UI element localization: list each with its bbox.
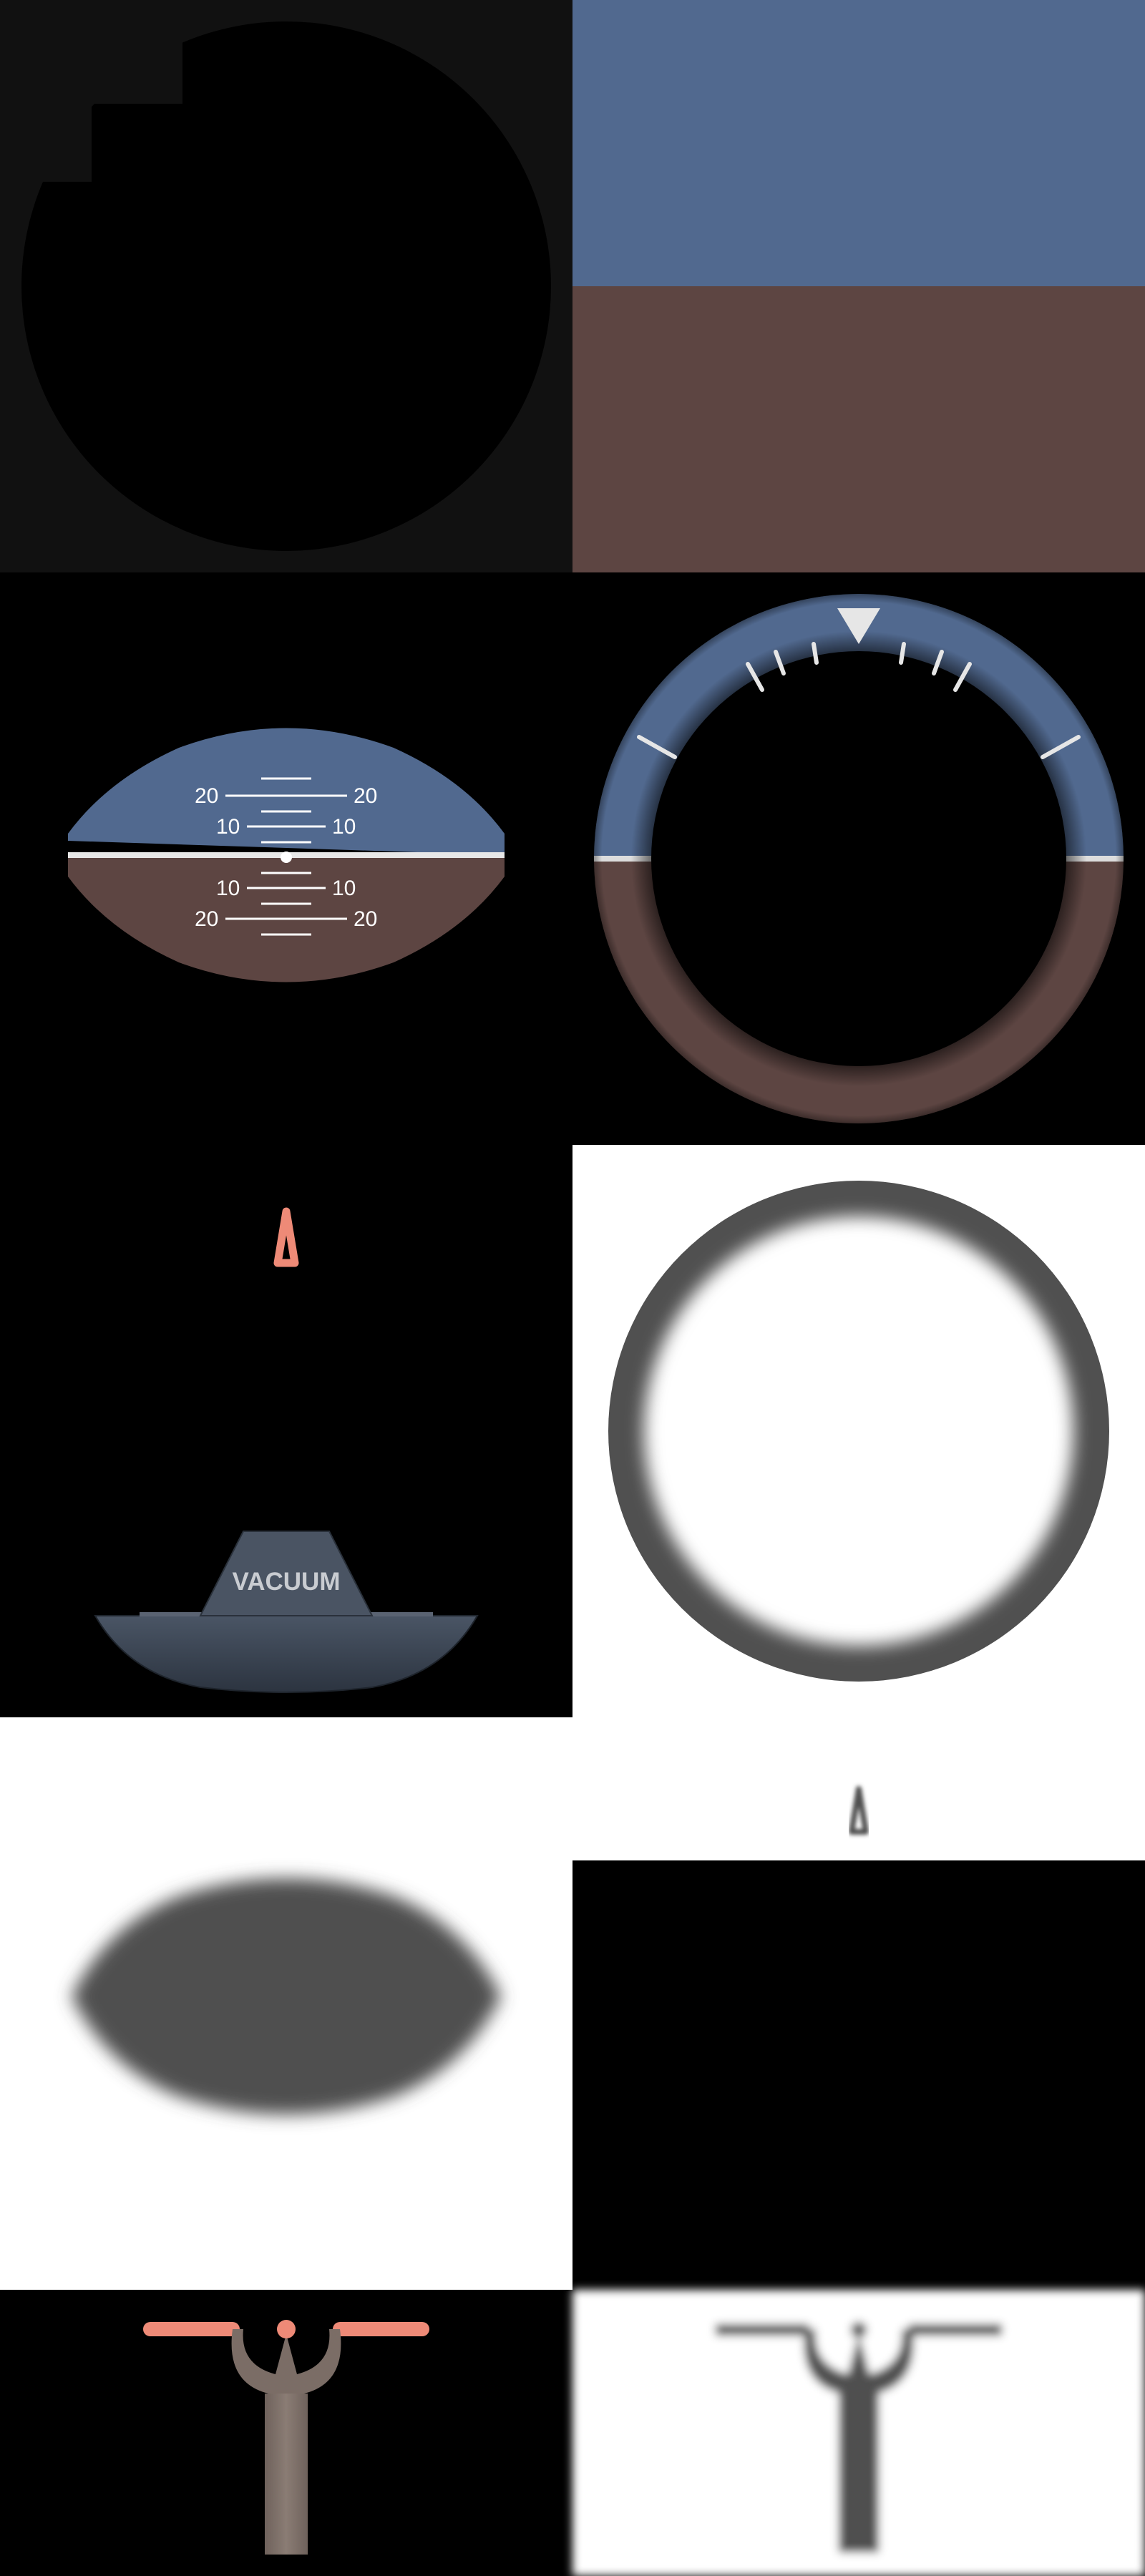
pitch-label-upper-10-left: 10 <box>216 815 240 839</box>
horizon-center-dot <box>281 852 292 863</box>
bezel-mask-tile <box>0 0 572 572</box>
left-wing <box>143 2322 240 2336</box>
right-wing <box>333 2322 429 2336</box>
sky-ground-background-tile <box>572 0 1145 572</box>
pitch-label-upper-20-left: 20 <box>195 784 218 808</box>
aircraft-center-dot <box>277 2320 296 2338</box>
ring-inner-opening <box>651 651 1066 1066</box>
pitch-ladder-tile: 20 20 10 10 10 10 20 20 <box>0 572 572 1145</box>
aircraft-stem <box>265 2394 308 2555</box>
pitch-label-lower-20-left: 20 <box>195 907 218 931</box>
pitch-label-lower-10-right: 10 <box>332 877 356 900</box>
roll-scale-ring-tile <box>572 572 1145 1145</box>
pitch-label-upper-20-right: 20 <box>354 784 377 808</box>
aircraft-symbol-shadow-tile <box>572 2290 1145 2576</box>
aircraft-symbol-tile <box>0 2290 572 2576</box>
ground-band <box>572 286 1145 572</box>
vacuum-label: VACUUM <box>232 1568 340 1596</box>
pitch-label-lower-20-right: 20 <box>354 907 377 931</box>
roll-pointer-and-vacuum-plate-tile: VACUUM <box>0 1145 572 1717</box>
blank-black-area <box>572 1860 1145 2290</box>
pitch-label-upper-10-right: 10 <box>332 815 356 839</box>
ring-shadow-tile <box>572 1145 1145 1717</box>
pitch-label-lower-10-left: 10 <box>216 877 240 900</box>
sky-band <box>572 0 1145 286</box>
pointer-shadow-and-blank-tile <box>572 1717 1145 2290</box>
pitch-shadow-tile <box>0 1717 572 2290</box>
